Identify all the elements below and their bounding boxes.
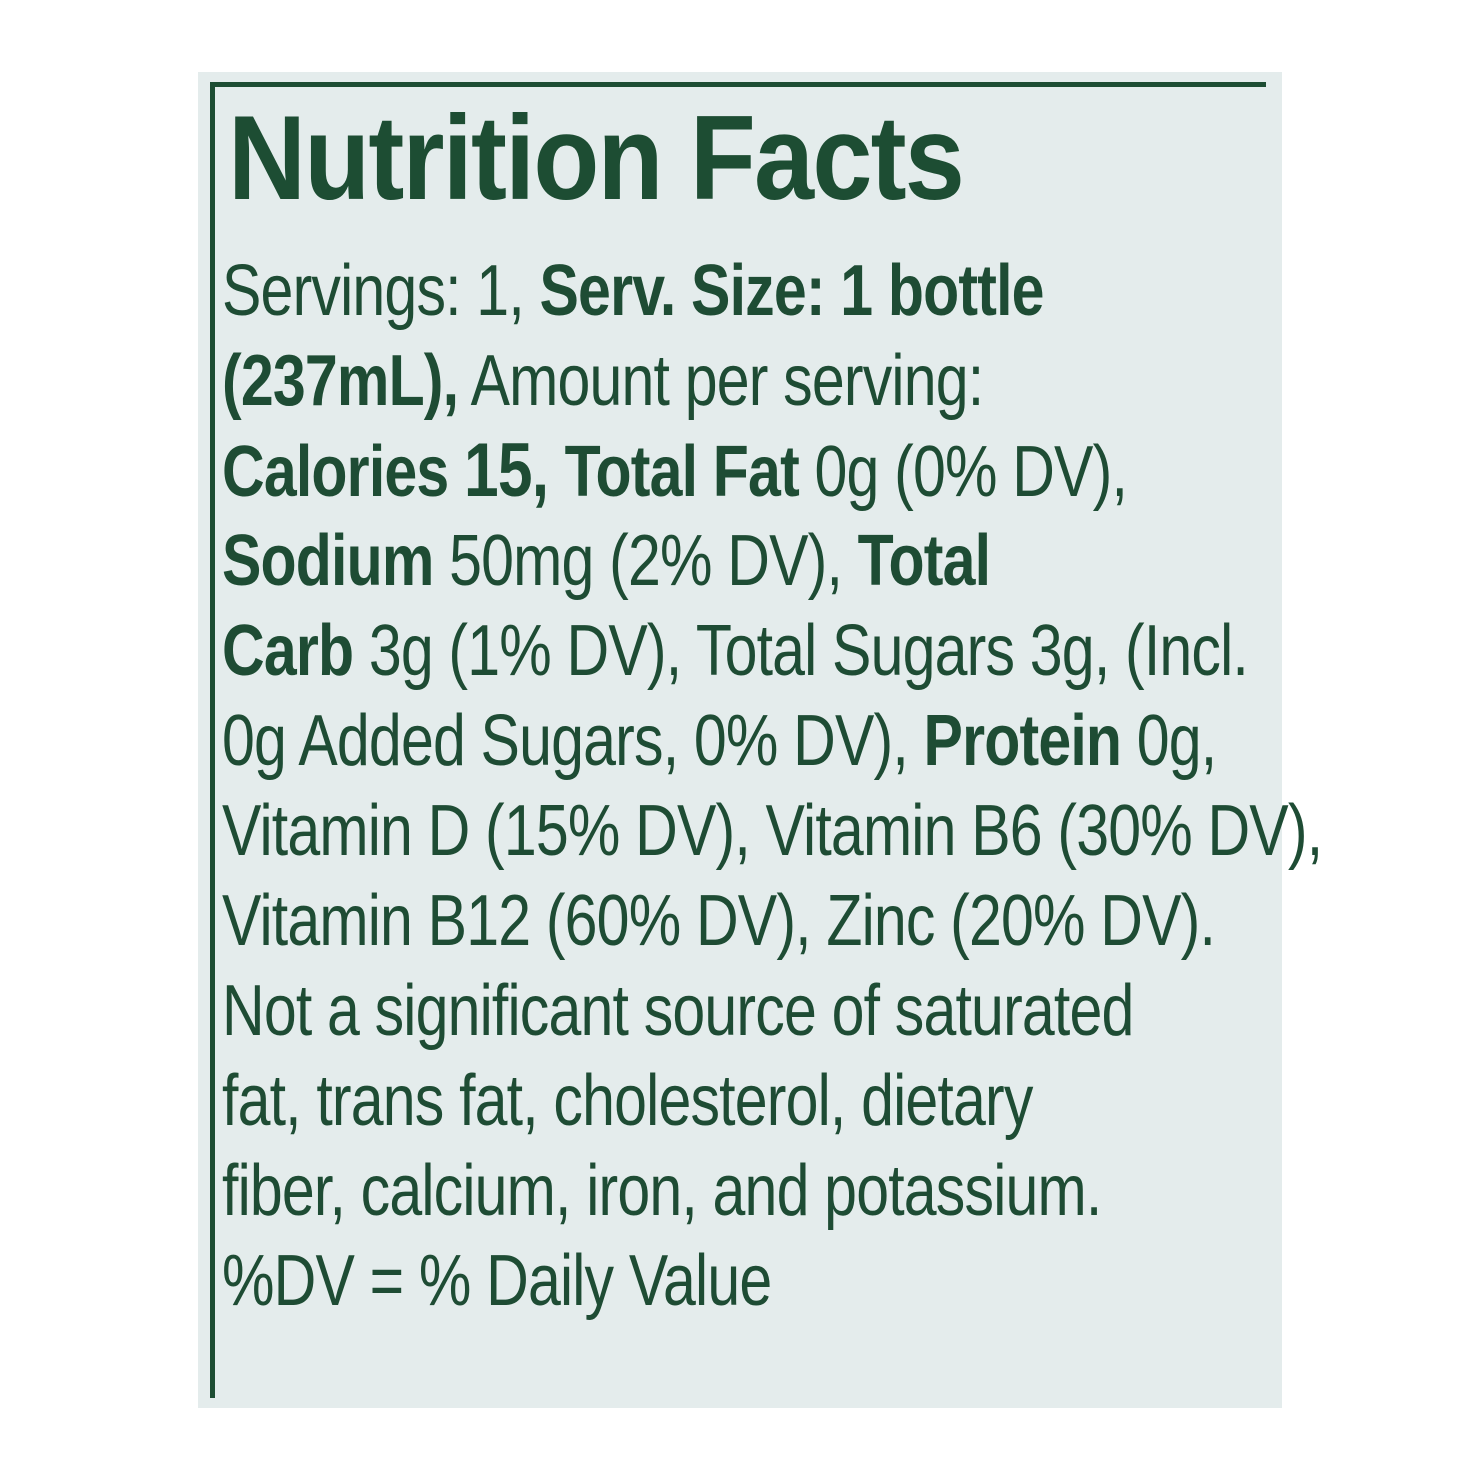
- nutrition-line: Vitamin D (15% DV), Vitamin B6 (30% DV),: [222, 786, 1323, 876]
- nutrition-text-segment: Carb: [222, 611, 354, 691]
- nutrition-text-segment: 3g (1% DV), Total Sugars 3g, (Incl.: [353, 611, 1249, 691]
- nutrition-text-segment: Total: [857, 521, 991, 601]
- nutrition-text-segment: fat, trans fat, cholesterol, dietary: [222, 1061, 1033, 1141]
- nutrition-line: Vitamin B12 (60% DV), Zinc (20% DV).: [222, 876, 1322, 966]
- nutrition-facts-title: Nutrition Facts: [228, 91, 965, 225]
- nutrition-text-segment: Serv. Size: 1 bottle: [539, 251, 1044, 331]
- nutrition-text-segment: Total Fat: [564, 432, 800, 512]
- nutrition-line: Not a significant source of saturated: [222, 966, 1322, 1056]
- nutrition-text-segment: fiber, calcium, iron, and potassium.: [222, 1151, 1102, 1231]
- nutrition-text-segment: 15,: [464, 428, 565, 513]
- nutrition-line: Servings: 1, Serv. Size: 1 bottle: [222, 246, 1322, 336]
- nutrition-text: Servings: 1, Serv. Size: 1 bottle (237mL)…: [222, 246, 1480, 1326]
- nutrition-text-segment: Calories: [222, 432, 465, 512]
- nutrition-text-segment: 0g Added Sugars, 0% DV),: [222, 701, 924, 781]
- nutrition-text-segment: Amount per serving:: [458, 341, 985, 421]
- nutrition-label: Nutrition Facts Servings: 1, Serv. Size:…: [198, 72, 1323, 1408]
- nutrition-line: Carb 3g (1% DV), Total Sugars 3g, (Incl.: [222, 606, 1322, 696]
- nutrition-text-segment: 0g,: [1121, 701, 1217, 781]
- nutrition-text-segment: 0g (0% DV),: [798, 432, 1128, 512]
- nutrition-text-segment: Sodium: [222, 521, 434, 601]
- nutrition-text-segment: Vitamin B12 (60% DV), Zinc (20% DV).: [222, 881, 1216, 961]
- nutrition-text-segment: Servings: 1,: [222, 251, 540, 331]
- nutrition-text-segment: Not a significant source of saturated: [222, 971, 1134, 1051]
- nutrition-line: Sodium 50mg (2% DV), Total: [222, 516, 1322, 606]
- nutrition-text-segment: 50mg (2% DV),: [433, 521, 858, 601]
- nutrition-text-segment: Protein: [923, 701, 1122, 781]
- nutrition-line: Calories 15, Total Fat 0g (0% DV),: [222, 426, 1322, 516]
- nutrition-line: (237mL), Amount per serving:: [222, 336, 1322, 426]
- nutrition-text-segment: (237mL),: [222, 341, 459, 421]
- nutrition-text-segment: %DV = % Daily Value: [222, 1241, 772, 1321]
- nutrition-line: fat, trans fat, cholesterol, dietary: [222, 1056, 1322, 1146]
- label-border: [210, 82, 1266, 1398]
- nutrition-line: %DV = % Daily Value: [222, 1236, 1322, 1326]
- nutrition-line: fiber, calcium, iron, and potassium.: [222, 1146, 1322, 1236]
- nutrition-text-segment: Vitamin D (15% DV), Vitamin B6 (30% DV),: [222, 791, 1323, 871]
- nutrition-line: 0g Added Sugars, 0% DV), Protein 0g,: [222, 696, 1322, 786]
